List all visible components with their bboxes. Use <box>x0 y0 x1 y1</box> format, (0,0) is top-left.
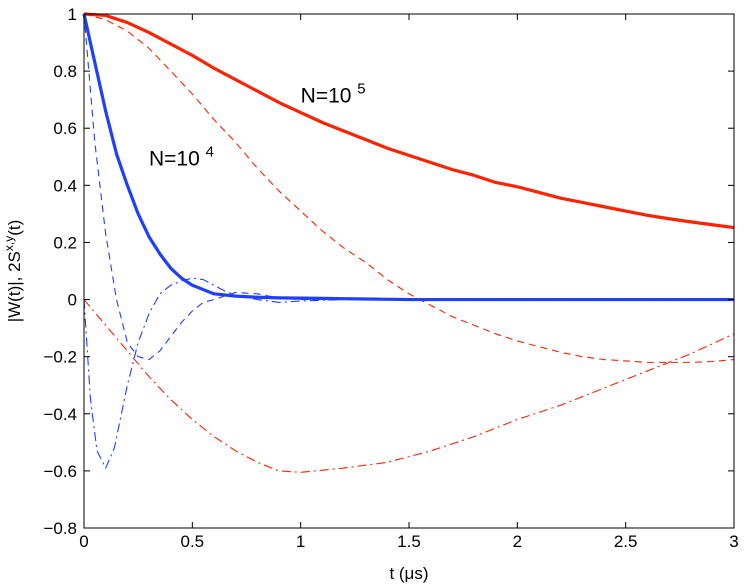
y-axis-label: |W(t)|, 2Sx,y(t) <box>2 220 24 323</box>
series-line-5 <box>83 13 734 361</box>
y-tick-label: 0.2 <box>53 233 77 252</box>
y-tick-label: 1 <box>68 5 77 24</box>
series-annotation-2: N=10 4 <box>149 143 214 170</box>
annotation-layer: N=10 5N=10 4 <box>149 81 366 171</box>
x-tick-label: 2 <box>513 532 522 551</box>
y-tick-label: −0.6 <box>43 462 77 481</box>
y-tick-label: −0.8 <box>43 519 77 538</box>
x-tick-label: 3 <box>729 532 738 551</box>
annotation-exponent: 4 <box>206 143 214 160</box>
y-axis-label-main: |W(t)|, 2S <box>5 251 24 322</box>
x-axis-label: t (μs) <box>389 564 428 583</box>
svg-text:|W(t)|, 2Sx,y(t): |W(t)|, 2Sx,y(t) <box>2 220 24 323</box>
x-tick-label: 1.5 <box>397 532 421 551</box>
x-tick-label: 0.5 <box>181 532 205 551</box>
y-axis-label-tail: (t) <box>5 220 24 236</box>
series-annotation-1: N=10 5 <box>301 81 366 108</box>
y-tick-label: 0.8 <box>53 62 77 81</box>
series-line-1 <box>83 12 735 230</box>
annotation-base: N=10 <box>301 85 358 108</box>
y-tick-label: −0.4 <box>43 405 77 424</box>
series-line-2 <box>83 13 735 363</box>
plot-background <box>84 14 734 528</box>
y-axis-label-sup: x,y <box>2 236 16 251</box>
x-tick-label: 1 <box>296 532 305 551</box>
series-layer <box>82 12 735 473</box>
series-line-6 <box>83 277 734 469</box>
y-tick-label: 0 <box>68 291 77 310</box>
annotation-base: N=10 <box>149 147 206 170</box>
tick-layer: 0 0.5 1 1.5 2 2.5 3 −0.8 −0.6 −0.4 −0.2 0 0.2 0.4 0.6 0… <box>43 5 738 551</box>
y-tick-label: 0.6 <box>53 119 77 138</box>
x-tick-label: 0 <box>79 532 88 551</box>
y-tick-label: 0.4 <box>53 176 77 195</box>
annotation-exponent: 5 <box>357 81 365 98</box>
x-tick-label: 2.5 <box>614 532 638 551</box>
y-tick-label: −0.2 <box>43 348 77 367</box>
